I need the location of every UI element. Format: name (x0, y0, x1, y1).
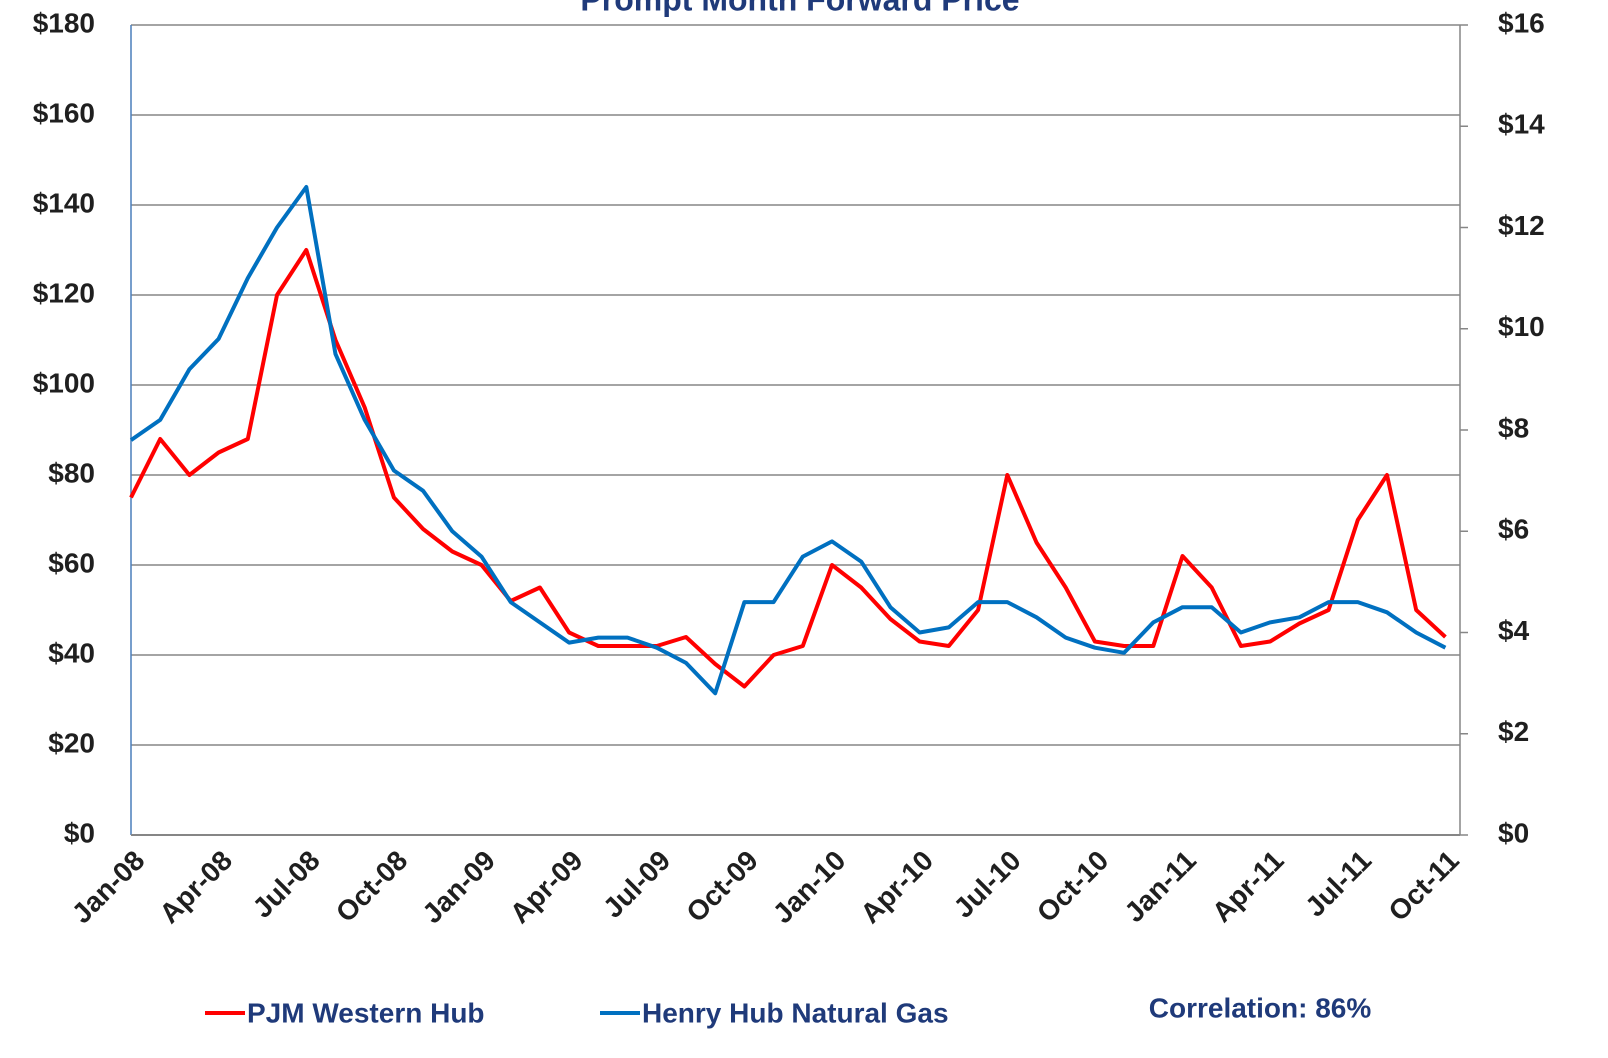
x-tick-label: Jul-11 (1299, 845, 1377, 923)
annotation: Correlation: 86% (1149, 992, 1372, 1023)
y-tick-label: $120 (33, 277, 95, 308)
x-tick-label: Apr-08 (153, 845, 238, 930)
y2-tick-label: $6 (1498, 514, 1529, 545)
x-tick-label: Jul-08 (247, 845, 326, 924)
y2-tick-label: $10 (1498, 311, 1545, 342)
y-tick-label: $40 (48, 637, 95, 668)
y2-tick-label: $0 (1498, 817, 1529, 848)
y-tick-label: $100 (33, 367, 95, 398)
series-line (129, 185, 1447, 696)
chart-title: Prompt Month Forward Price (580, 0, 1019, 17)
y2-tick-label: $2 (1498, 716, 1529, 747)
x-tick-label: Apr-10 (854, 845, 939, 930)
x-tick-label: Oct-09 (680, 845, 764, 929)
y2-tick-label: $8 (1498, 412, 1529, 443)
y-tick-label: $0 (64, 817, 95, 848)
x-tick-label: Jul-09 (597, 845, 676, 924)
y-tick-label: $160 (33, 97, 95, 128)
x-tick-label: Jan-10 (767, 845, 852, 930)
x-tick-label: Jan-08 (66, 845, 151, 930)
y-tick-label: $140 (33, 187, 95, 218)
y-tick-label: $180 (33, 7, 95, 38)
y-tick-label: $80 (48, 457, 95, 488)
series-line (129, 248, 1447, 689)
x-tick-label: Jan-09 (416, 845, 501, 930)
x-tick-label: Jul-10 (948, 845, 1027, 924)
x-tick-label: Jan-11 (1118, 845, 1202, 929)
legend-label: Henry Hub Natural Gas (642, 997, 949, 1028)
x-tick-label: Oct-08 (330, 845, 414, 929)
y2-tick-label: $16 (1498, 7, 1545, 38)
y2-tick-label: $4 (1498, 615, 1530, 646)
x-tick-label: Oct-10 (1031, 845, 1115, 929)
y2-tick-label: $14 (1498, 109, 1545, 140)
y-tick-label: $60 (48, 547, 95, 578)
legend-label: PJM Western Hub (247, 997, 485, 1028)
x-tick-label: Apr-11 (1206, 845, 1290, 929)
x-tick-label: Apr-09 (504, 845, 589, 930)
y2-tick-label: $12 (1498, 210, 1545, 241)
x-tick-label: Oct-11 (1382, 845, 1464, 927)
y-tick-label: $20 (48, 727, 95, 758)
